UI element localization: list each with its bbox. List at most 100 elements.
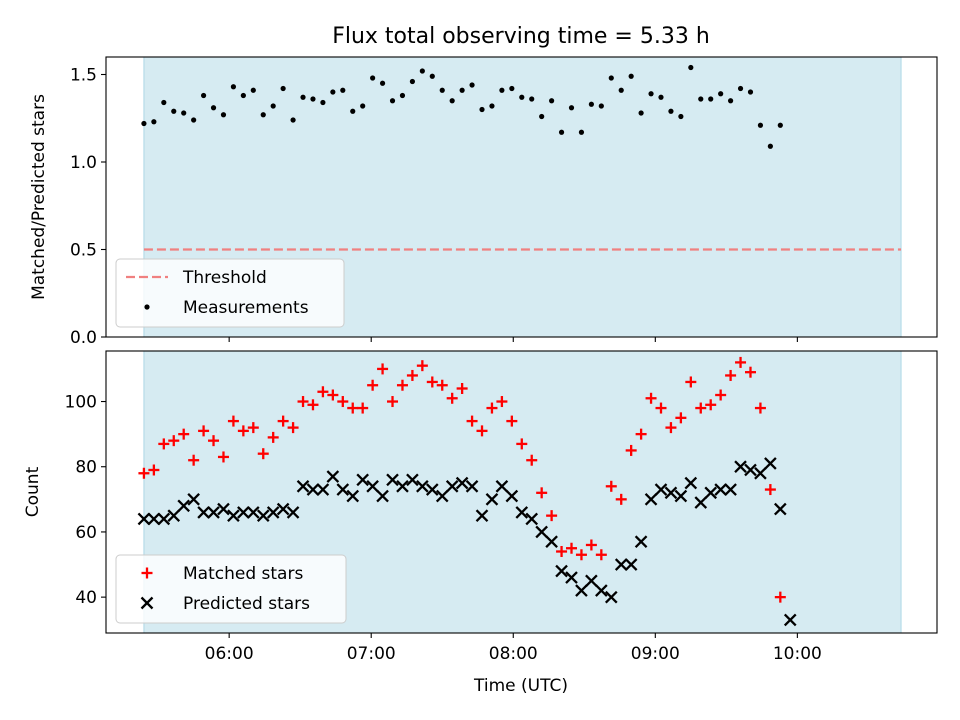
matched-star-point xyxy=(297,396,309,408)
y-tick-label: 1.0 xyxy=(70,153,97,173)
measurement-point xyxy=(509,85,515,92)
predicted-star-point xyxy=(455,476,469,490)
predicted-star-point xyxy=(435,489,449,503)
measurement-point xyxy=(240,92,246,99)
predicted-star-point xyxy=(336,483,350,496)
matched-star-point xyxy=(148,464,160,476)
measurement-point xyxy=(718,91,724,97)
predicted-star-point xyxy=(266,506,280,519)
matched-star-point xyxy=(227,415,239,427)
matched-star-point xyxy=(377,363,389,375)
x-tick-label: 06:00 xyxy=(205,644,254,664)
predicted-star-point xyxy=(485,493,499,506)
matched-star-point xyxy=(645,392,657,404)
predicted-star-point xyxy=(296,479,310,493)
measurement-point xyxy=(399,92,406,99)
matched-star-point xyxy=(307,399,319,411)
predicted-star-point xyxy=(356,473,369,487)
measurement-point xyxy=(529,96,535,102)
matched-star-point xyxy=(198,425,210,437)
measurement-point xyxy=(340,87,346,93)
measurement-point xyxy=(389,98,396,104)
legend-label: Measurements xyxy=(183,298,309,318)
matched-star-point xyxy=(217,451,229,463)
measurement-point xyxy=(449,98,455,104)
x-tick-label: 07:00 xyxy=(347,644,396,664)
matched-star-point xyxy=(506,415,518,427)
predicted-star-point xyxy=(256,509,270,522)
legend-label: Threshold xyxy=(182,268,267,288)
predicted-star-point xyxy=(217,502,230,516)
legend-box xyxy=(115,554,347,624)
predicted-star-point xyxy=(674,489,688,503)
predicted-star-point xyxy=(575,584,588,597)
predicted-star-point xyxy=(724,483,737,496)
predicted-star-point xyxy=(604,590,618,604)
y-tick-label: 40 xyxy=(75,588,97,608)
x-tick-label: 08:00 xyxy=(489,644,538,664)
y-tick-label: 1.5 xyxy=(70,66,97,86)
matched-star-point xyxy=(516,438,528,450)
measurement-point xyxy=(181,110,187,116)
y-tick-label: 80 xyxy=(75,458,97,478)
measurement-point xyxy=(688,64,694,71)
measurement-point xyxy=(360,103,366,109)
measurement-point xyxy=(469,82,475,88)
predicted-star-point xyxy=(704,486,718,500)
measurement-point xyxy=(161,99,167,106)
matched-star-point xyxy=(566,542,578,554)
matched-star-point xyxy=(536,487,548,499)
measurement-point xyxy=(489,103,495,109)
matched-star-point xyxy=(347,402,359,414)
predicted-star-point xyxy=(744,463,757,477)
predicted-star-point xyxy=(306,483,320,496)
y-tick-label: 0.5 xyxy=(70,241,97,261)
matched-star-point xyxy=(267,431,279,443)
predicted-star-point xyxy=(555,564,568,578)
y-axis-label: Count xyxy=(23,466,43,517)
matched-star-point xyxy=(605,480,617,492)
measurement-point xyxy=(419,68,425,74)
predicted-star-point xyxy=(764,457,777,470)
measurement-point xyxy=(578,129,585,135)
x-axis-label: Time (UTC) xyxy=(473,676,568,696)
x-tick-label: 09:00 xyxy=(631,644,680,664)
matched-star-point xyxy=(327,389,339,401)
predicted-star-point xyxy=(167,509,181,522)
matched-star-point xyxy=(496,396,508,408)
axes-frame xyxy=(105,56,938,338)
predicted-star-point xyxy=(286,506,300,519)
predicted-star-point xyxy=(326,470,340,483)
matched-star-point xyxy=(615,493,627,505)
measurement-point xyxy=(727,98,734,104)
measurement-point xyxy=(439,87,445,93)
matched-star-point xyxy=(406,369,418,381)
measurement-point xyxy=(330,89,336,95)
measurement-point xyxy=(588,101,594,107)
predicted-star-point xyxy=(445,479,459,493)
y-tick-label: 60 xyxy=(75,523,97,543)
measurement-point xyxy=(499,87,505,93)
x-tick-label: 10:00 xyxy=(773,644,822,664)
predicted-star-point xyxy=(396,479,409,493)
matched-star-point xyxy=(317,386,329,398)
plot-layer: 0.0 0.5 1.0 1.5 Matched/Predicted stars Thres… xyxy=(23,56,938,664)
measurement-point xyxy=(220,112,227,118)
matched-star-point xyxy=(456,382,468,394)
predicted-star-point xyxy=(416,479,429,493)
measurement-point xyxy=(171,108,177,114)
measurement-point xyxy=(479,106,485,113)
legend-predicted-swatch xyxy=(140,596,154,610)
measurement-point xyxy=(678,113,684,120)
measurement-point xyxy=(747,89,754,95)
predicted-star-point xyxy=(565,571,578,584)
measurement-point xyxy=(379,80,386,86)
matched-star-point xyxy=(715,389,727,401)
measurement-point xyxy=(290,117,296,123)
matched-star-point xyxy=(476,425,488,437)
measurement-point xyxy=(757,122,764,128)
measurement-point xyxy=(658,94,664,100)
predicted-star-point xyxy=(774,502,787,516)
predicted-star-point xyxy=(187,493,200,506)
